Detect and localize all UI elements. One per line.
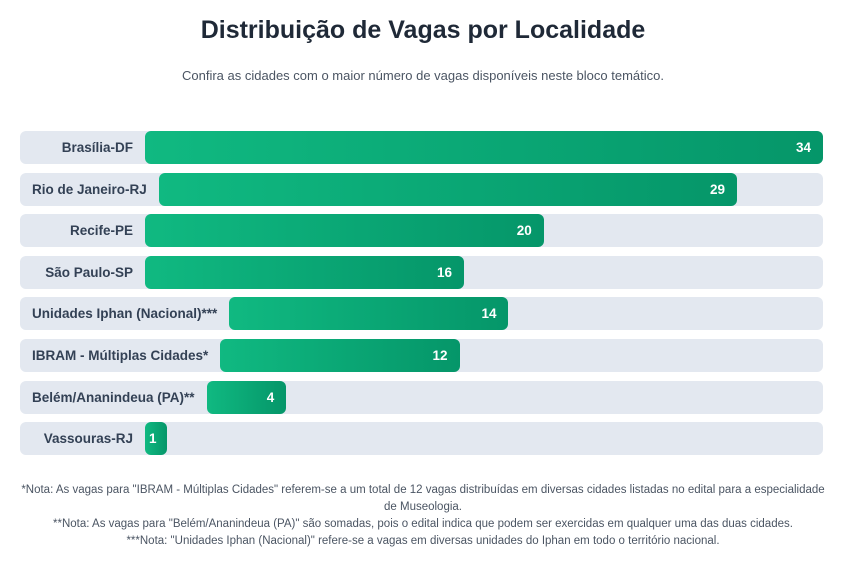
footnote-ibram: *Nota: As vagas para "IBRAM - Múltiplas … <box>21 484 825 513</box>
bar <box>145 214 544 248</box>
bar-label: Vassouras-RJ <box>43 431 133 447</box>
bar-value-label: 12 <box>432 348 448 363</box>
bar-value-label: 29 <box>710 181 726 197</box>
bar-label: Rio de Janeiro-RJ <box>32 181 147 197</box>
bar-value-label: 14 <box>481 306 497 322</box>
bar-value-label: 4 <box>266 389 275 405</box>
bar-row: Unidades Iphan (Nacional)*** 14 <box>20 297 823 331</box>
footnote-iphan: ***Nota: "Unidades Iphan (Nacional)" ref… <box>126 535 720 547</box>
bar-row: Rio de Janeiro-RJ 29 <box>20 172 823 206</box>
bar-label: IBRAM - Múltiplas Cidades* <box>32 348 209 363</box>
bar <box>145 131 823 164</box>
bar <box>206 380 287 414</box>
bar-label: São Paulo-SP <box>45 264 133 280</box>
bar-label: Brasília-DF <box>61 140 133 155</box>
bar-value-label: 34 <box>795 140 811 155</box>
bar <box>229 297 509 331</box>
chart-title: Distribuição de Vagas por Localidade <box>200 16 646 44</box>
bar-row: Vassouras-RJ 1 <box>20 422 823 456</box>
bar-value-label: 20 <box>516 223 532 239</box>
bar-label: Recife-PE <box>69 223 133 239</box>
bar-row: Recife-PE 20 <box>20 214 823 248</box>
bar-row: Belém/Ananindeua (PA)** 4 <box>20 380 823 414</box>
bar-value-label: 16 <box>437 264 453 280</box>
bar-label: Unidades Iphan (Nacional)*** <box>32 306 218 322</box>
bar-row: Brasília-DF 34 <box>20 131 823 164</box>
bar <box>145 255 465 289</box>
bar-value-label: 1 <box>149 431 157 447</box>
footnote-belem: **Nota: As vagas para "Belém/Ananindeua … <box>53 518 793 530</box>
bar-row: São Paulo-SP 16 <box>20 255 823 289</box>
footnotes: *Nota: As vagas para "IBRAM - Múltiplas … <box>0 482 846 550</box>
bar <box>220 339 460 372</box>
chart-subtitle: Confira as cidades com o maior número de… <box>182 68 664 83</box>
bar-row: IBRAM - Múltiplas Cidades* 12 <box>20 339 823 372</box>
bar <box>145 422 167 456</box>
bar-label: Belém/Ananindeua (PA)** <box>32 389 195 405</box>
bar <box>158 172 738 206</box>
